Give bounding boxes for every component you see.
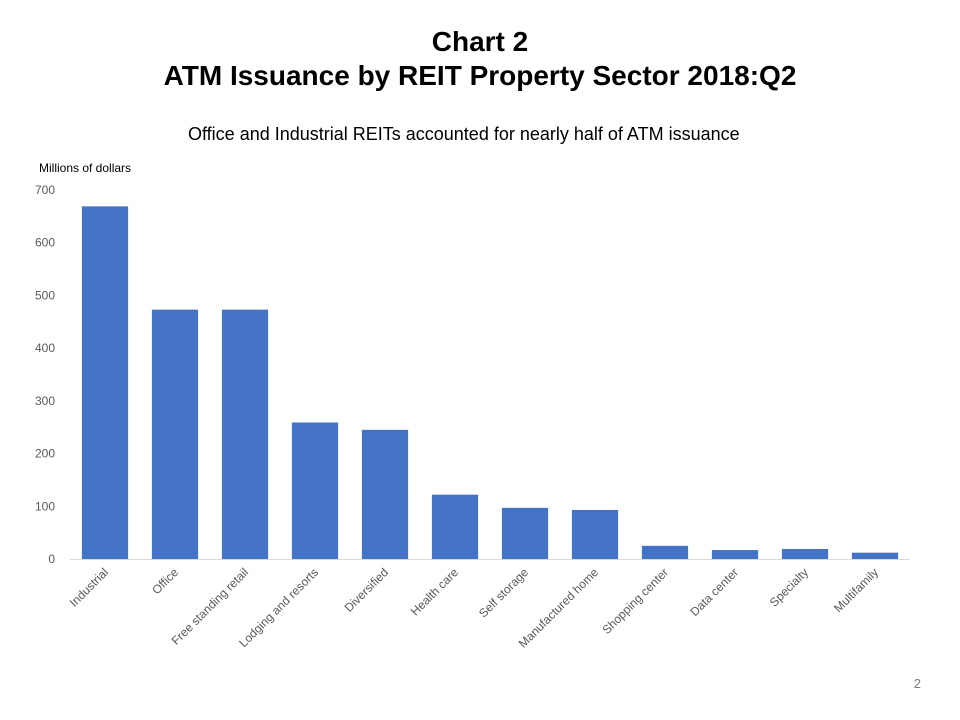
- bar-free-standing-retail: [221, 309, 269, 559]
- y-tick-label: 100: [35, 499, 55, 513]
- chart-title-line2: ATM Issuance by REIT Property Sector 201…: [163, 60, 797, 91]
- x-tick-label: Office: [149, 565, 181, 597]
- x-tick-label: Specialty: [767, 565, 811, 609]
- bars-group: [81, 206, 899, 559]
- bar-shopping-center: [641, 545, 689, 559]
- x-tick-label: Health care: [408, 565, 462, 619]
- x-tick-label: Self storage: [476, 565, 531, 620]
- x-tick-label: Manufactured home: [516, 565, 602, 651]
- bar-office: [151, 309, 199, 559]
- y-axis: 0 100 200 300 400 500 600 700: [35, 183, 55, 566]
- chart-title-line1: Chart 2: [431, 26, 529, 57]
- y-tick-label: 300: [35, 394, 55, 408]
- y-tick-label: 700: [35, 183, 55, 197]
- y-tick-label: 600: [35, 236, 55, 250]
- y-tick-label: 200: [35, 447, 55, 461]
- x-tick-label: Industrial: [67, 565, 111, 609]
- x-tick-label: Data center: [687, 565, 741, 619]
- bar-industrial: [81, 206, 129, 559]
- x-tick-label: Free standing retail: [169, 565, 252, 648]
- bar-data-center: [711, 550, 759, 559]
- chart-subtitle: Office and Industrial REITs accounted fo…: [188, 124, 740, 144]
- page-number: 2: [913, 676, 921, 691]
- x-tick-label: Multifamily: [831, 565, 881, 615]
- bar-manufactured-home: [571, 509, 619, 559]
- y-tick-label: 400: [35, 341, 55, 355]
- bar-specialty: [781, 548, 829, 559]
- x-tick-label: Lodging and resorts: [236, 565, 321, 650]
- x-tick-label: Shopping center: [599, 565, 671, 637]
- bar-multifamily: [851, 552, 899, 559]
- bar-lodging-and-resorts: [291, 422, 339, 559]
- bar-diversified: [361, 429, 409, 559]
- y-tick-label: 500: [35, 288, 55, 302]
- x-tick-label: Diversified: [342, 565, 392, 615]
- y-axis-label: Millions of dollars: [39, 161, 131, 175]
- bar-self-storage: [501, 507, 549, 559]
- y-tick-label: 0: [48, 552, 55, 566]
- bar-health-care: [431, 494, 479, 559]
